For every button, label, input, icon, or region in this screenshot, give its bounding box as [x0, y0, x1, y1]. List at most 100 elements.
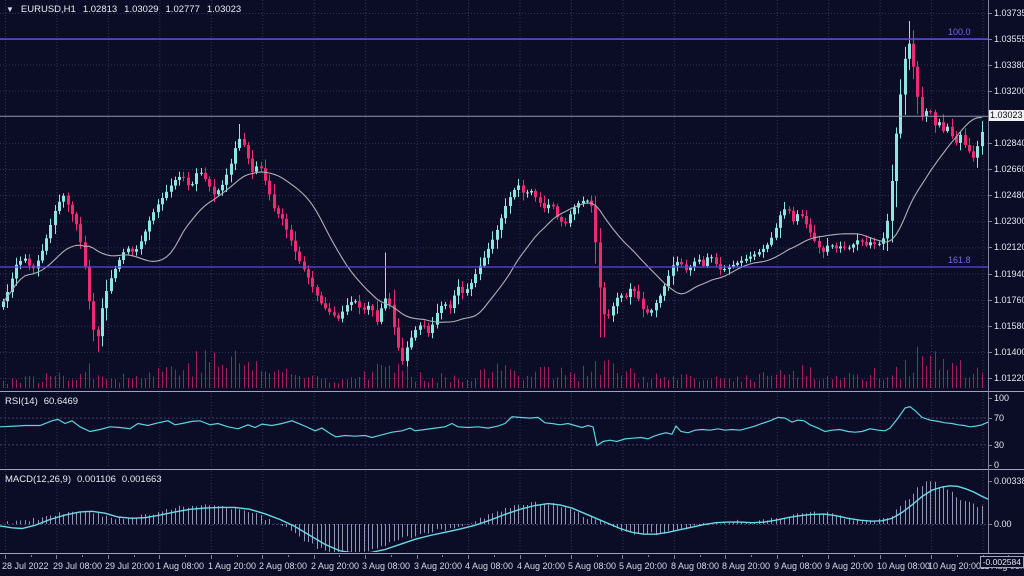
- fib-level-161-label: 161.8: [948, 254, 971, 265]
- volume-bars: [3, 346, 983, 388]
- time-tick-minor: [339, 555, 340, 557]
- macd-axis-label: 0.003387: [994, 476, 1024, 486]
- time-axis-label: 1 Aug 08:00: [156, 561, 205, 571]
- axis-tick-mark: [988, 378, 992, 379]
- macd-chart[interactable]: [0, 471, 988, 552]
- time-tick-mark: [571, 555, 572, 559]
- time-axis-label: 4 Aug 08:00: [465, 561, 514, 571]
- price-axis-label: 1.03555: [994, 34, 1024, 44]
- panel-separator[interactable]: [0, 469, 1024, 470]
- price-axis-label: 1.01220: [994, 373, 1024, 383]
- macd-axis-label: 0.00: [994, 519, 1012, 529]
- time-tick-mark: [159, 555, 160, 559]
- price-axis-label: 1.02480: [994, 190, 1024, 200]
- time-tick-mark: [622, 555, 623, 559]
- time-axis[interactable]: 28 Jul 2022 29 Jul 08:00 29 Jul 20:00 1 Aug…: [0, 555, 1024, 576]
- time-axis-label: 10 Aug 08:00: [877, 561, 931, 571]
- axis-tick-mark: [988, 195, 992, 196]
- time-tick-minor: [648, 555, 649, 557]
- axis-tick-mark: [988, 13, 992, 14]
- time-tick-minor: [391, 555, 392, 557]
- price-axis[interactable]: 1.03735 1.03555 1.03380 1.03200 1.02840 1.026…: [988, 0, 1024, 555]
- time-tick-mark: [828, 555, 829, 559]
- macd-histogram: [3, 481, 983, 552]
- time-tick-minor: [597, 555, 598, 557]
- time-tick-mark: [5, 555, 6, 559]
- price-axis-label: 1.01580: [994, 321, 1024, 331]
- time-axis-label: 2 Aug 20:00: [311, 561, 360, 571]
- time-axis-label: 1 Aug 20:00: [208, 561, 257, 571]
- rsi-indicator-panel[interactable]: [0, 393, 988, 468]
- axis-tick-mark: [988, 524, 992, 525]
- price-axis-label: 1.03380: [994, 60, 1024, 70]
- time-tick-mark: [520, 555, 521, 559]
- price-axis-label: 1.03735: [994, 8, 1024, 18]
- time-tick-mark: [417, 555, 418, 559]
- axis-tick-mark: [988, 445, 992, 446]
- axis-tick-mark: [988, 300, 992, 301]
- axis-tick-mark: [988, 274, 992, 275]
- price-axis-label: 1.02120: [994, 242, 1024, 252]
- price-axis-label: 1.02300: [994, 216, 1024, 226]
- time-axis-label: 10 Aug 20:00: [928, 561, 982, 571]
- candle-bodies: [2, 43, 984, 361]
- macd-axis-min-label: -0.002584: [979, 556, 1024, 568]
- time-tick-minor: [237, 555, 238, 557]
- price-axis-label: 1.02660: [994, 164, 1024, 174]
- time-axis-label: 5 Aug 08:00: [568, 561, 617, 571]
- axis-tick-mark: [988, 39, 992, 40]
- main-price-panel[interactable]: [0, 0, 988, 390]
- time-axis-label: 9 Aug 08:00: [774, 561, 823, 571]
- axis-tick-mark: [988, 247, 992, 248]
- time-tick-minor: [854, 555, 855, 557]
- axis-tick-mark: [988, 221, 992, 222]
- fib-level-100-label: 100.0: [948, 27, 971, 38]
- rsi-chart[interactable]: [0, 393, 988, 468]
- time-tick-minor: [802, 555, 803, 557]
- rsi-axis-label: 30: [994, 440, 1005, 450]
- quote-open: 1.02813: [82, 4, 118, 15]
- panel-separator[interactable]: [0, 553, 1024, 554]
- symbol-label: EURUSD,H1: [20, 4, 76, 15]
- dropdown-triangle-icon[interactable]: ▼: [6, 5, 14, 14]
- axis-tick-mark: [988, 481, 992, 482]
- candle-wicks: [3, 21, 983, 367]
- time-tick-mark: [880, 555, 881, 559]
- price-axis-label: 1.01940: [994, 269, 1024, 279]
- symbol-quote-line: ▼ EURUSD,H1 1.02813 1.03029 1.02777 1.03023: [6, 4, 248, 15]
- time-tick-minor: [494, 555, 495, 557]
- panel-separator[interactable]: [0, 391, 1024, 392]
- axis-tick-mark: [988, 352, 992, 353]
- rsi-name: RSI(14): [5, 396, 38, 407]
- time-axis-label: 3 Aug 20:00: [414, 561, 463, 571]
- axis-tick-mark: [988, 418, 992, 419]
- macd-signal-value: 0.001663: [121, 474, 162, 485]
- time-axis-label: 9 Aug 20:00: [825, 561, 874, 571]
- rsi-value: 60.6469: [43, 396, 79, 407]
- time-tick-mark: [725, 555, 726, 559]
- time-axis-label: 2 Aug 08:00: [259, 561, 308, 571]
- macd-name: MACD(12,26,9): [5, 474, 71, 485]
- time-tick-mark: [365, 555, 366, 559]
- time-axis-label: 28 Jul 2022: [2, 561, 49, 571]
- axis-tick-mark: [988, 65, 992, 66]
- time-tick-mark: [777, 555, 778, 559]
- price-axis-label: 1.02840: [994, 138, 1024, 148]
- quote-high: 1.03029: [124, 4, 159, 15]
- time-axis-label: 29 Jul 08:00: [53, 561, 103, 571]
- time-tick-minor: [700, 555, 701, 557]
- axis-tick-mark: [988, 91, 992, 92]
- axis-tick-mark: [988, 465, 992, 466]
- time-axis-label: 5 Aug 20:00: [619, 561, 668, 571]
- time-tick-minor: [185, 555, 186, 557]
- macd-indicator-panel[interactable]: [0, 471, 988, 552]
- candlestick-chart[interactable]: [0, 0, 988, 390]
- quote-low: 1.02777: [165, 4, 200, 15]
- time-tick-mark: [211, 555, 212, 559]
- moving-average-line: [2, 117, 982, 323]
- macd-main-value: 0.001106: [77, 474, 116, 485]
- time-tick-mark: [314, 555, 315, 559]
- price-axis-label: 1.01760: [994, 295, 1024, 305]
- rsi-axis-label: 100: [994, 393, 1010, 403]
